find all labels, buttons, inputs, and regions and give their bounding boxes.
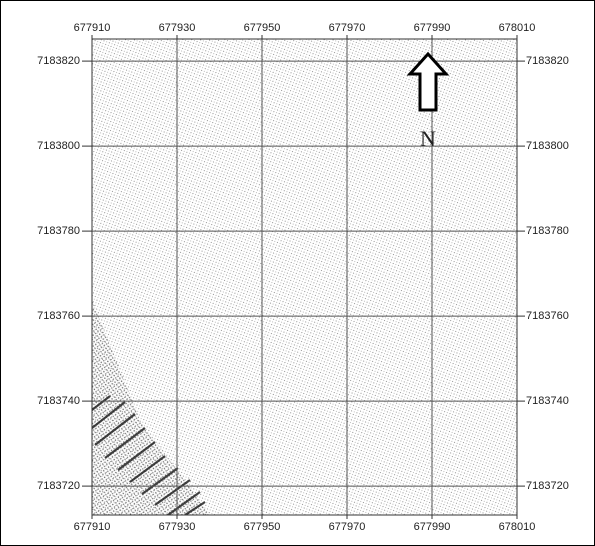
x-tick-label: 677990 bbox=[414, 521, 451, 533]
y-tick-label: 7183800 bbox=[526, 140, 569, 152]
map-view: N 677910 677910 677930 677930 677950 677950 67… bbox=[0, 0, 595, 546]
x-tick-label: 677910 bbox=[74, 22, 111, 34]
y-tick-label: 7183780 bbox=[37, 225, 80, 237]
x-tick-label: 677970 bbox=[329, 521, 366, 533]
north-label: N bbox=[420, 126, 436, 151]
x-tick-label: 677930 bbox=[159, 22, 196, 34]
y-tick-label: 7183760 bbox=[37, 310, 80, 322]
y-tick-label: 7183720 bbox=[526, 480, 569, 492]
y-tick-label: 7183740 bbox=[37, 395, 80, 407]
x-tick-label: 678010 bbox=[499, 521, 536, 533]
y-tick-label: 7183820 bbox=[526, 55, 569, 67]
x-tick-label: 678010 bbox=[499, 22, 536, 34]
survey-area bbox=[92, 39, 517, 515]
y-tick-label: 7183740 bbox=[526, 395, 569, 407]
y-tick-label: 7183760 bbox=[526, 310, 569, 322]
y-tick-label: 7183800 bbox=[37, 140, 80, 152]
x-tick-label: 677910 bbox=[74, 521, 111, 533]
x-tick-label: 677950 bbox=[244, 521, 281, 533]
y-tick-label: 7183720 bbox=[37, 480, 80, 492]
x-tick-label: 677970 bbox=[329, 22, 366, 34]
y-tick-label: 7183820 bbox=[37, 55, 80, 67]
x-tick-label: 677990 bbox=[414, 22, 451, 34]
x-tick-label: 677950 bbox=[244, 22, 281, 34]
y-tick-label: 7183780 bbox=[526, 225, 569, 237]
x-tick-label: 677930 bbox=[159, 521, 196, 533]
